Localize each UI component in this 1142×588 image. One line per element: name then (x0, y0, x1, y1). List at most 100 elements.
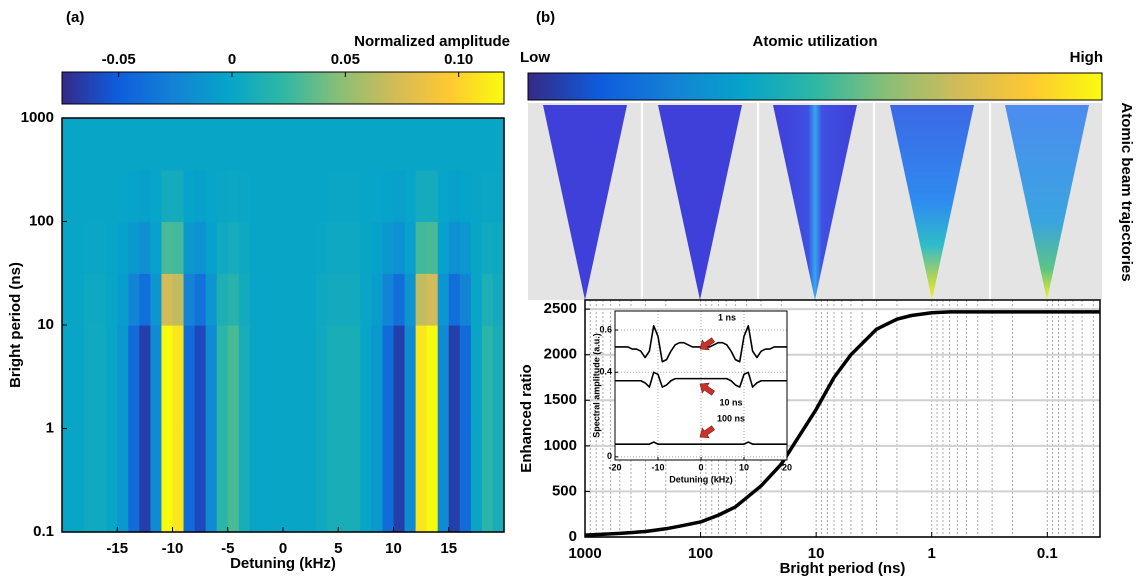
inset-arrows (699, 337, 715, 439)
heat-cell (150, 221, 163, 274)
heat-cell (238, 221, 251, 274)
heat-cell (73, 118, 85, 171)
heat-cell (172, 169, 185, 223)
y-tick-label: 1500 (544, 391, 577, 408)
heat-cell (106, 428, 118, 533)
heat-cell (316, 325, 328, 430)
colorbar-tick-label: 0.10 (444, 51, 473, 68)
heat-cell (437, 221, 450, 274)
heat-cell (338, 118, 350, 171)
heat-cell (470, 273, 483, 326)
x-axis-label: Bright period (ns) (780, 560, 906, 577)
colorbar-high: High (1070, 49, 1103, 66)
heat-cell (437, 273, 450, 326)
heat-cell (139, 169, 151, 223)
heat-cell (492, 273, 505, 326)
heat-cell (238, 273, 251, 326)
heat-cell (172, 428, 185, 533)
heat-cell (271, 118, 284, 171)
heat-cell (459, 118, 472, 171)
heat-cell (249, 169, 262, 223)
heat-cell (393, 428, 406, 533)
heat-cell (305, 118, 317, 171)
heat-cell (404, 273, 417, 326)
y-axis-label: Spectral amplitude (a.u.) (591, 333, 601, 438)
heat-cell (371, 169, 384, 223)
side-label: Atomic beam trajectories (1118, 102, 1135, 281)
panel-label: (a) (66, 9, 84, 26)
heat-cell (316, 169, 328, 223)
heat-cell (349, 273, 361, 326)
heat-cell (106, 169, 118, 223)
heat-cell (216, 428, 229, 533)
heat-cell (150, 428, 163, 533)
heat-cell (393, 273, 406, 326)
heat-cell (73, 428, 85, 533)
heat-cell (84, 221, 96, 274)
heat-cell (62, 273, 74, 326)
heat-cell (183, 118, 196, 171)
heat-cell (382, 221, 395, 274)
heat-cell (238, 428, 251, 533)
heat-cell (117, 325, 129, 430)
heat-cell (404, 221, 417, 274)
x-tick-label: -10 (651, 462, 664, 472)
heat-cell (283, 428, 295, 533)
heat-cell (415, 169, 428, 223)
heat-cell (128, 273, 140, 326)
x-tick-label: 0 (698, 462, 703, 472)
heat-cell (172, 221, 185, 274)
x-axis-label: Detuning (kHz) (669, 474, 733, 484)
heat-cell (117, 428, 129, 533)
heat-cell (415, 428, 428, 533)
series-label: 10 ns (719, 397, 742, 407)
x-tick-label: 10 (385, 540, 402, 557)
heat-cell (271, 169, 284, 223)
heat-cell (227, 118, 240, 171)
heat-cell (492, 118, 505, 171)
heat-cell (382, 118, 395, 171)
heat-cell (84, 273, 96, 326)
heat-cell (316, 221, 328, 274)
heat-cell (183, 221, 196, 274)
heat-cell (84, 325, 96, 430)
heat-cell (382, 325, 395, 430)
heat-cell (117, 221, 129, 274)
heat-cell (73, 169, 85, 223)
heat-cell (437, 169, 450, 223)
heat-cell (459, 273, 472, 326)
heat-cell (95, 325, 107, 430)
beam-trajectory (890, 105, 974, 300)
heat-cell (205, 169, 218, 223)
beam-trajectory (773, 105, 857, 300)
heat-cell (73, 221, 85, 274)
heat-cell (95, 428, 107, 533)
heat-cell (294, 428, 306, 533)
x-tick-label: -10 (162, 540, 184, 557)
heat-cell (271, 325, 284, 430)
heat-cell (305, 273, 317, 326)
heat-cell (260, 273, 273, 326)
heat-cell (271, 273, 284, 326)
heat-cell (183, 273, 196, 326)
heat-cell (260, 169, 273, 223)
heat-cell (338, 428, 350, 533)
heat-cell (459, 428, 472, 533)
heat-cell (150, 325, 163, 430)
heat-cell (305, 325, 317, 430)
y-axis-label: Bright period (ns) (7, 262, 24, 388)
colorbar-title: Atomic utilization (753, 33, 878, 50)
heat-cell (426, 169, 439, 223)
heat-cell (382, 428, 395, 533)
heat-cell (227, 325, 240, 430)
x-axis-label: Detuning (kHz) (230, 555, 336, 572)
heat-cell (205, 118, 218, 171)
heat-cell (481, 325, 494, 430)
heat-cell (415, 273, 428, 326)
heat-cell (294, 169, 306, 223)
heat-cell (415, 325, 428, 430)
y-tick-label: 2500 (544, 300, 577, 317)
heat-cell (150, 169, 163, 223)
heat-cell (128, 428, 140, 533)
